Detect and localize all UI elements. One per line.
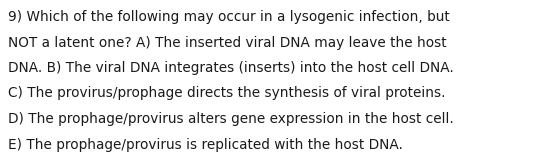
Text: 9) Which of the following may occur in a lysogenic infection, but: 9) Which of the following may occur in a…: [8, 10, 450, 24]
Text: E) The prophage/provirus is replicated with the host DNA.: E) The prophage/provirus is replicated w…: [8, 137, 403, 151]
Text: D) The prophage/provirus alters gene expression in the host cell.: D) The prophage/provirus alters gene exp…: [8, 112, 454, 126]
Text: C) The provirus/prophage directs the synthesis of viral proteins.: C) The provirus/prophage directs the syn…: [8, 87, 445, 101]
Text: NOT a latent one? A) The inserted viral DNA may leave the host: NOT a latent one? A) The inserted viral …: [8, 36, 446, 49]
Text: DNA. B) The viral DNA integrates (inserts) into the host cell DNA.: DNA. B) The viral DNA integrates (insert…: [8, 61, 454, 75]
